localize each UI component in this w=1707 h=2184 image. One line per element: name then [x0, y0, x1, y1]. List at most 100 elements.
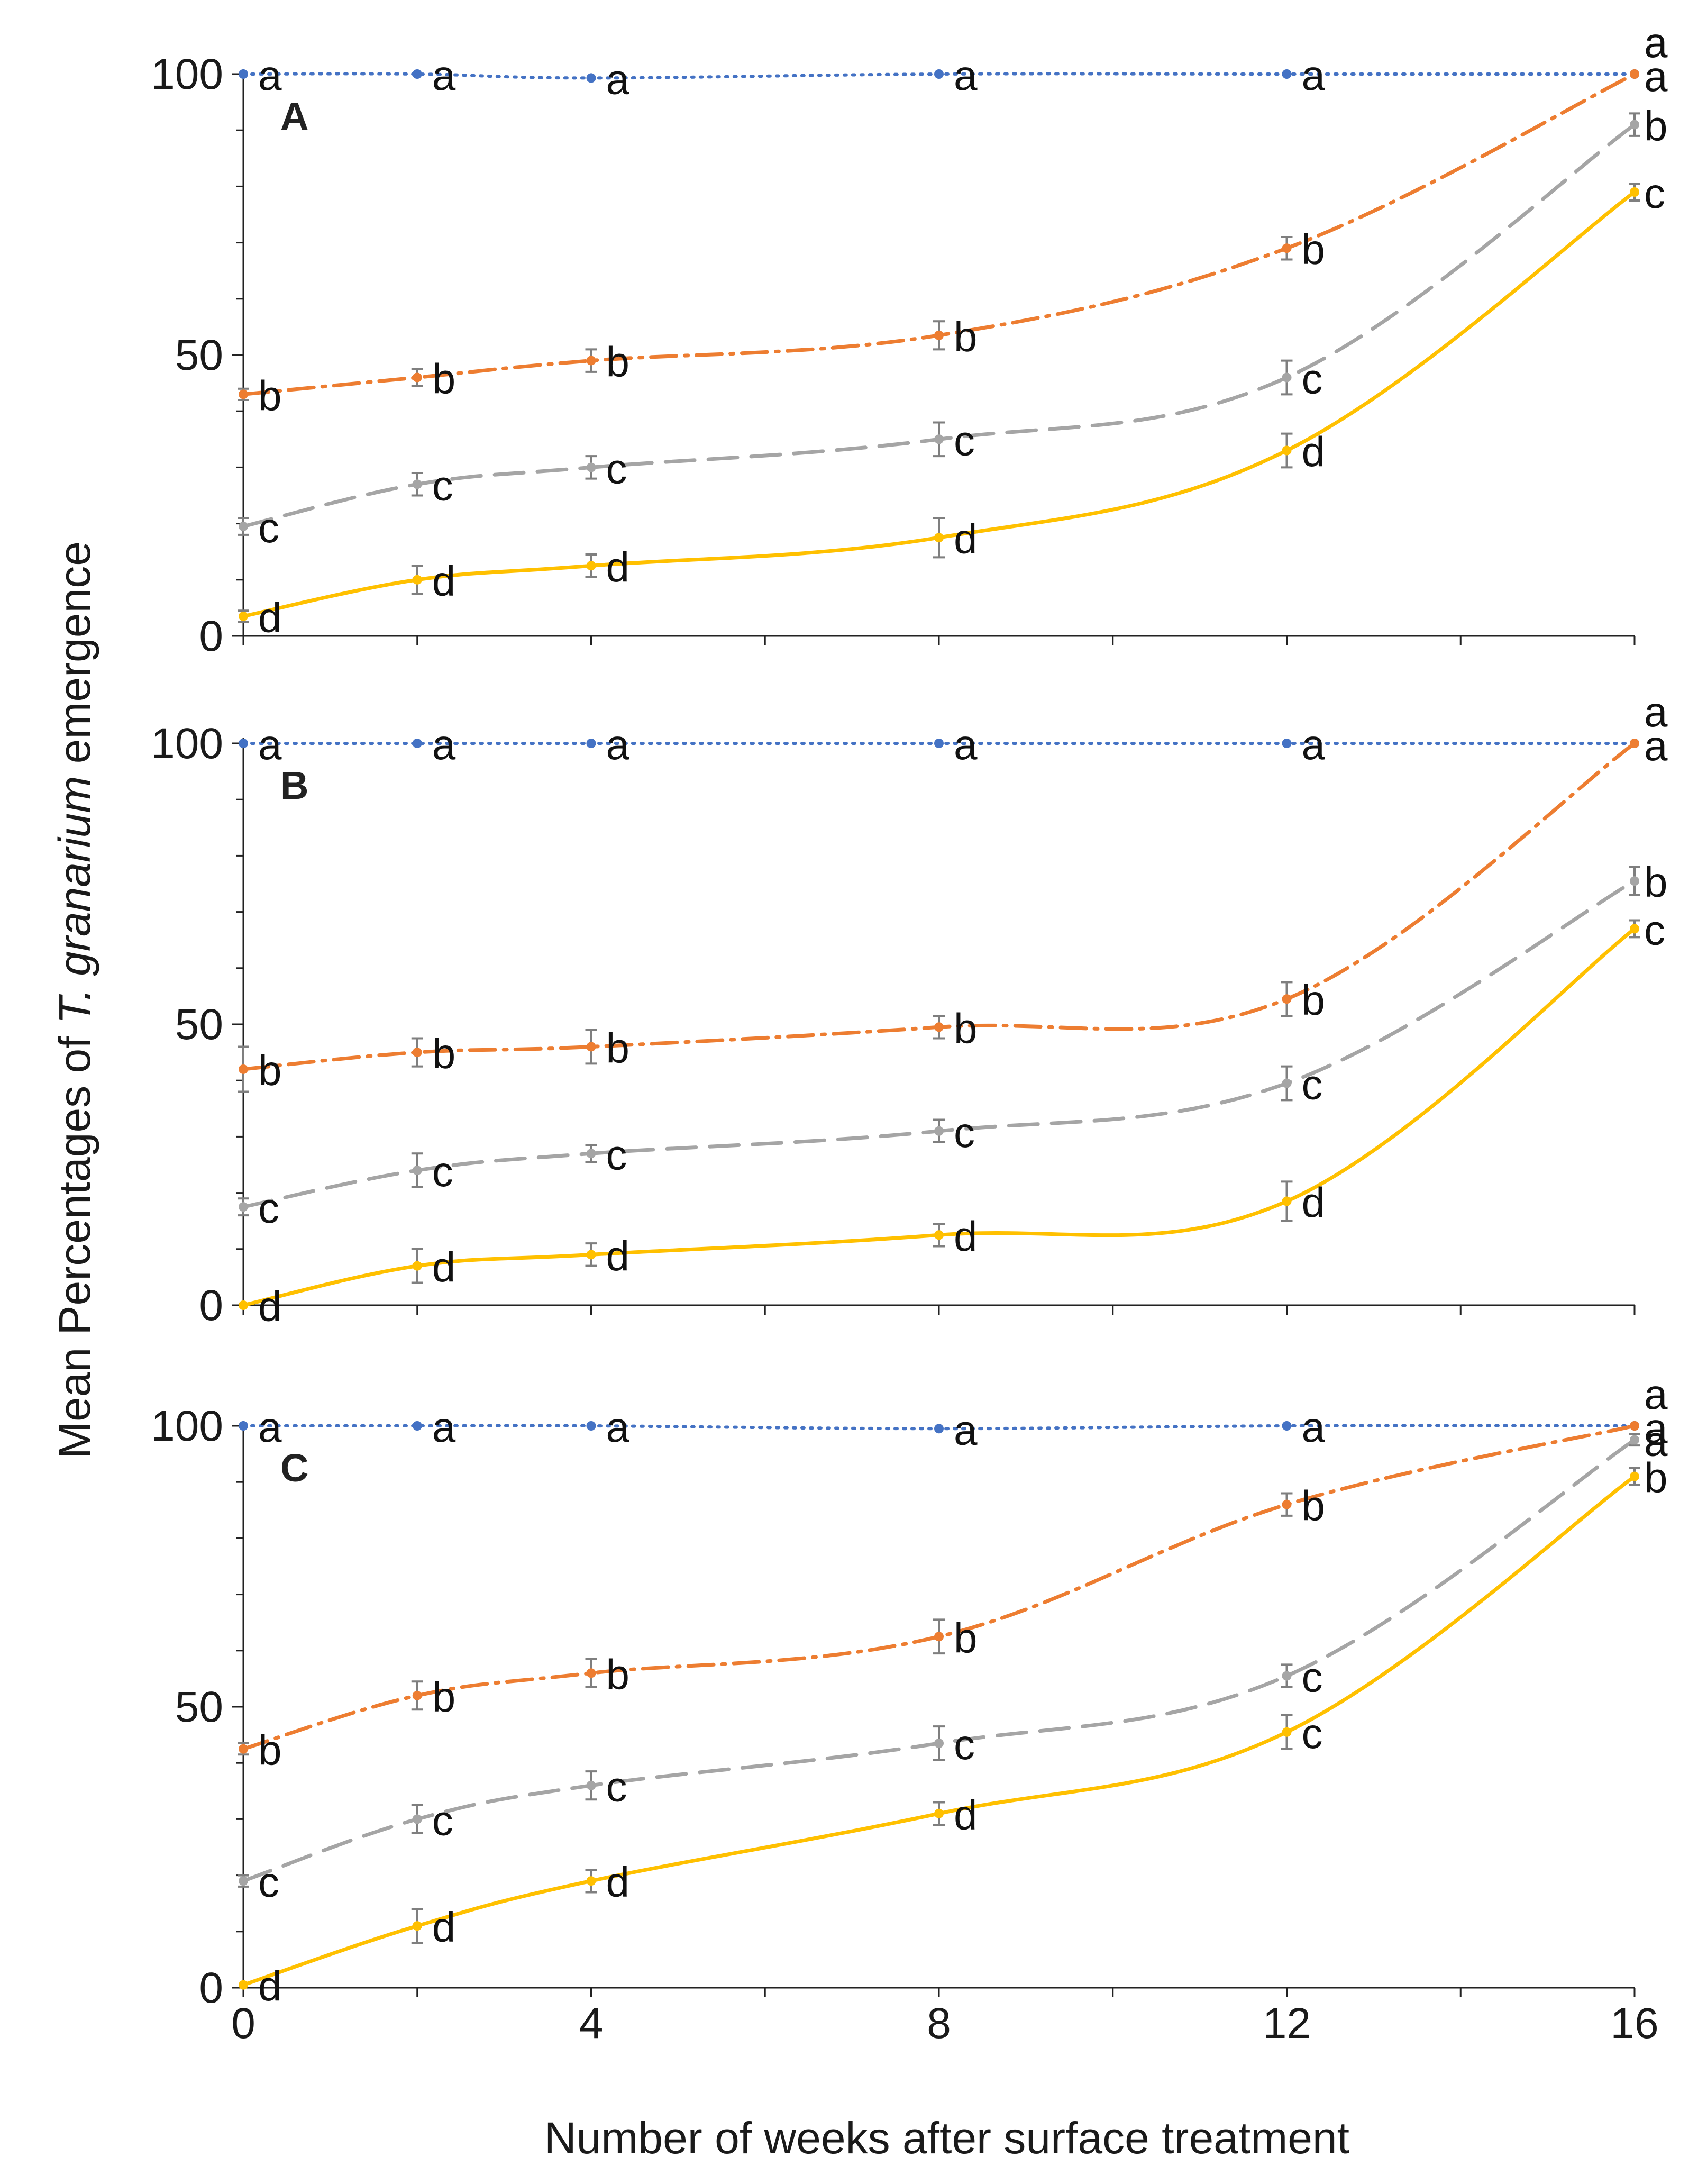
significance-letter: c — [954, 417, 975, 464]
significance-letter: a — [1644, 722, 1668, 769]
significance-letter: c — [258, 1859, 279, 1906]
significance-letter: a — [1644, 53, 1668, 100]
significance-letter: b — [1302, 1482, 1326, 1530]
data-point — [586, 1668, 596, 1678]
y-tick-label: 0 — [199, 612, 223, 660]
data-point — [412, 1261, 422, 1271]
significance-letter: d — [432, 558, 456, 605]
significance-letter: b — [432, 355, 456, 402]
significance-letter: a — [606, 56, 630, 103]
y-axis-title-prefix: Mean Percentages of — [50, 1024, 99, 1459]
significance-letter: a — [258, 52, 282, 99]
significance-letter: a — [1302, 52, 1326, 99]
y-tick-label: 100 — [151, 50, 223, 98]
data-point — [934, 1739, 944, 1749]
data-point — [1630, 924, 1639, 934]
significance-letter: c — [432, 462, 453, 509]
y-tick-label: 50 — [175, 1683, 223, 1731]
significance-letter: d — [432, 1244, 456, 1291]
data-point — [934, 1424, 944, 1434]
significance-letter: c — [1644, 170, 1665, 217]
data-point — [1282, 445, 1292, 456]
x-tick-label: 12 — [1263, 1999, 1311, 2048]
x-tick-label: 4 — [579, 1999, 604, 2048]
series-s1: a a a a aa — [239, 19, 1668, 103]
data-point — [239, 389, 248, 399]
x-tick-label: 0 — [231, 1999, 255, 2048]
data-point — [412, 739, 422, 748]
data-point — [1630, 739, 1639, 748]
data-point — [412, 575, 422, 585]
data-point — [1630, 876, 1639, 886]
data-point — [412, 372, 422, 383]
significance-letter: a — [432, 1404, 456, 1451]
data-point — [586, 1780, 596, 1790]
significance-letter: a — [954, 52, 978, 99]
significance-letter: b — [606, 1651, 630, 1698]
significance-letter: c — [1302, 1654, 1323, 1701]
significance-letter: a — [258, 721, 282, 768]
significance-letter: c — [432, 1148, 453, 1195]
significance-letter: b — [432, 1673, 456, 1721]
significance-letter: d — [606, 1859, 630, 1906]
significance-letter: d — [954, 1213, 978, 1260]
data-point — [934, 69, 944, 79]
significance-letter: d — [1302, 429, 1326, 476]
data-point — [1282, 1196, 1292, 1206]
significance-letter: c — [954, 1721, 975, 1768]
data-point — [934, 1632, 944, 1642]
data-point — [1282, 739, 1292, 748]
data-point — [1630, 187, 1639, 197]
y-tick-label: 50 — [175, 331, 223, 379]
data-point — [239, 1421, 248, 1431]
significance-letter: d — [258, 1283, 282, 1330]
y-axis-title: Mean Percentages of T. granarium emergen… — [50, 541, 99, 1459]
significance-letter: b — [1302, 977, 1326, 1024]
significance-letter: a — [954, 1406, 978, 1453]
significance-letter: a — [258, 1404, 282, 1451]
data-point — [239, 1744, 248, 1754]
significance-letter: a — [606, 1404, 630, 1451]
significance-letter: b — [258, 1727, 282, 1774]
significance-letter: a — [954, 721, 978, 768]
data-point — [586, 1876, 596, 1886]
significance-letter: d — [606, 543, 630, 590]
significance-letter: b — [606, 1024, 630, 1071]
data-point — [239, 1980, 248, 1990]
data-point — [1282, 1421, 1292, 1431]
data-point — [934, 330, 944, 340]
significance-letter: a — [432, 721, 456, 768]
data-point — [1282, 243, 1292, 253]
data-point — [239, 1202, 248, 1212]
y-tick-label: 100 — [151, 720, 223, 768]
data-point — [412, 1166, 422, 1176]
significance-letter: d — [432, 1904, 456, 1951]
data-point — [1282, 372, 1292, 383]
panel-label: B — [280, 763, 308, 807]
series-s3: c c c c c b — [238, 103, 1668, 551]
data-point — [1630, 69, 1639, 79]
data-point — [239, 1064, 248, 1074]
data-point — [586, 462, 596, 472]
data-point — [586, 739, 596, 748]
significance-letter: c — [258, 504, 279, 551]
data-point — [239, 521, 248, 531]
data-point — [412, 1690, 422, 1700]
significance-letter: b — [258, 372, 282, 419]
series-s4: d d d d d c — [239, 906, 1665, 1330]
series-s1: a a a a aa — [239, 688, 1668, 768]
significance-letter: d — [606, 1232, 630, 1279]
data-point — [239, 69, 248, 79]
significance-letter: b — [258, 1047, 282, 1094]
data-point — [586, 561, 596, 571]
y-axis-title-species: T. granarium — [50, 776, 99, 1024]
data-point — [1282, 1671, 1292, 1681]
y-tick-label: 100 — [151, 1402, 223, 1450]
y-tick-label: 0 — [199, 1281, 223, 1330]
data-point — [586, 1149, 596, 1159]
significance-letter: c — [1302, 355, 1323, 402]
